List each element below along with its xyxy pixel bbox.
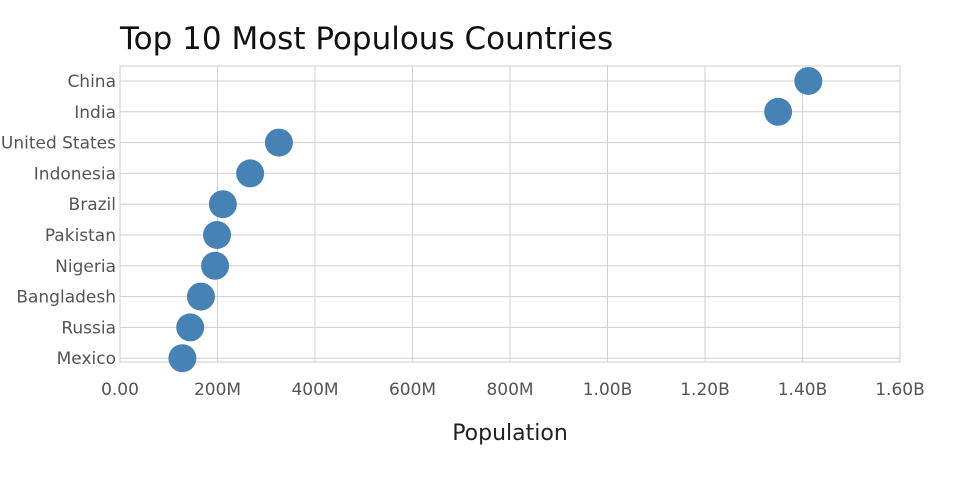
- y-tick-label: Nigeria: [55, 257, 116, 277]
- y-tick-label: India: [74, 103, 116, 123]
- x-tick-label: 800M: [486, 380, 533, 400]
- data-point: [203, 221, 232, 249]
- data-point: [201, 251, 230, 280]
- x-tick-label: 600M: [389, 380, 436, 400]
- data-point: [176, 313, 205, 342]
- data-point: [186, 282, 215, 311]
- x-tick-label: 1.60B: [875, 380, 925, 400]
- y-tick-label: United States: [1, 134, 116, 154]
- x-axis-tick-labels: 0.00 200M 400M 600M 800M 1.00B 1.20B 1.40B 1.60B: [101, 380, 925, 400]
- chart-title: Top 10 Most Populous Countries: [119, 21, 613, 57]
- x-tick-label: 400M: [291, 380, 338, 400]
- data-point: [168, 344, 197, 373]
- y-tick-label: Brazil: [69, 195, 116, 215]
- y-tick-label: China: [67, 72, 116, 92]
- x-tick-label: 1.00B: [583, 380, 633, 400]
- data-point: [764, 97, 793, 126]
- x-tick-label: 0.00: [101, 380, 139, 400]
- x-tick-label: 1.20B: [680, 380, 730, 400]
- y-tick-label: Indonesia: [34, 164, 116, 184]
- data-points: [168, 67, 823, 373]
- data-point: [264, 128, 293, 157]
- data-point: [236, 159, 265, 188]
- x-tick-label: 1.40B: [778, 380, 828, 400]
- y-tick-label: Pakistan: [45, 226, 116, 246]
- y-tick-label: Mexico: [57, 349, 116, 369]
- x-axis-title: Population: [452, 421, 568, 446]
- y-tick-label: Bangladesh: [16, 288, 116, 308]
- data-point: [794, 67, 823, 95]
- y-axis-tick-labels: China India United States Indonesia Brazil Pa…: [1, 72, 116, 369]
- x-tick-label: 200M: [194, 380, 241, 400]
- grid-lines: [119, 66, 901, 362]
- y-tick-label: Russia: [61, 318, 116, 338]
- data-point: [208, 190, 237, 219]
- plot-frame: [119, 65, 901, 363]
